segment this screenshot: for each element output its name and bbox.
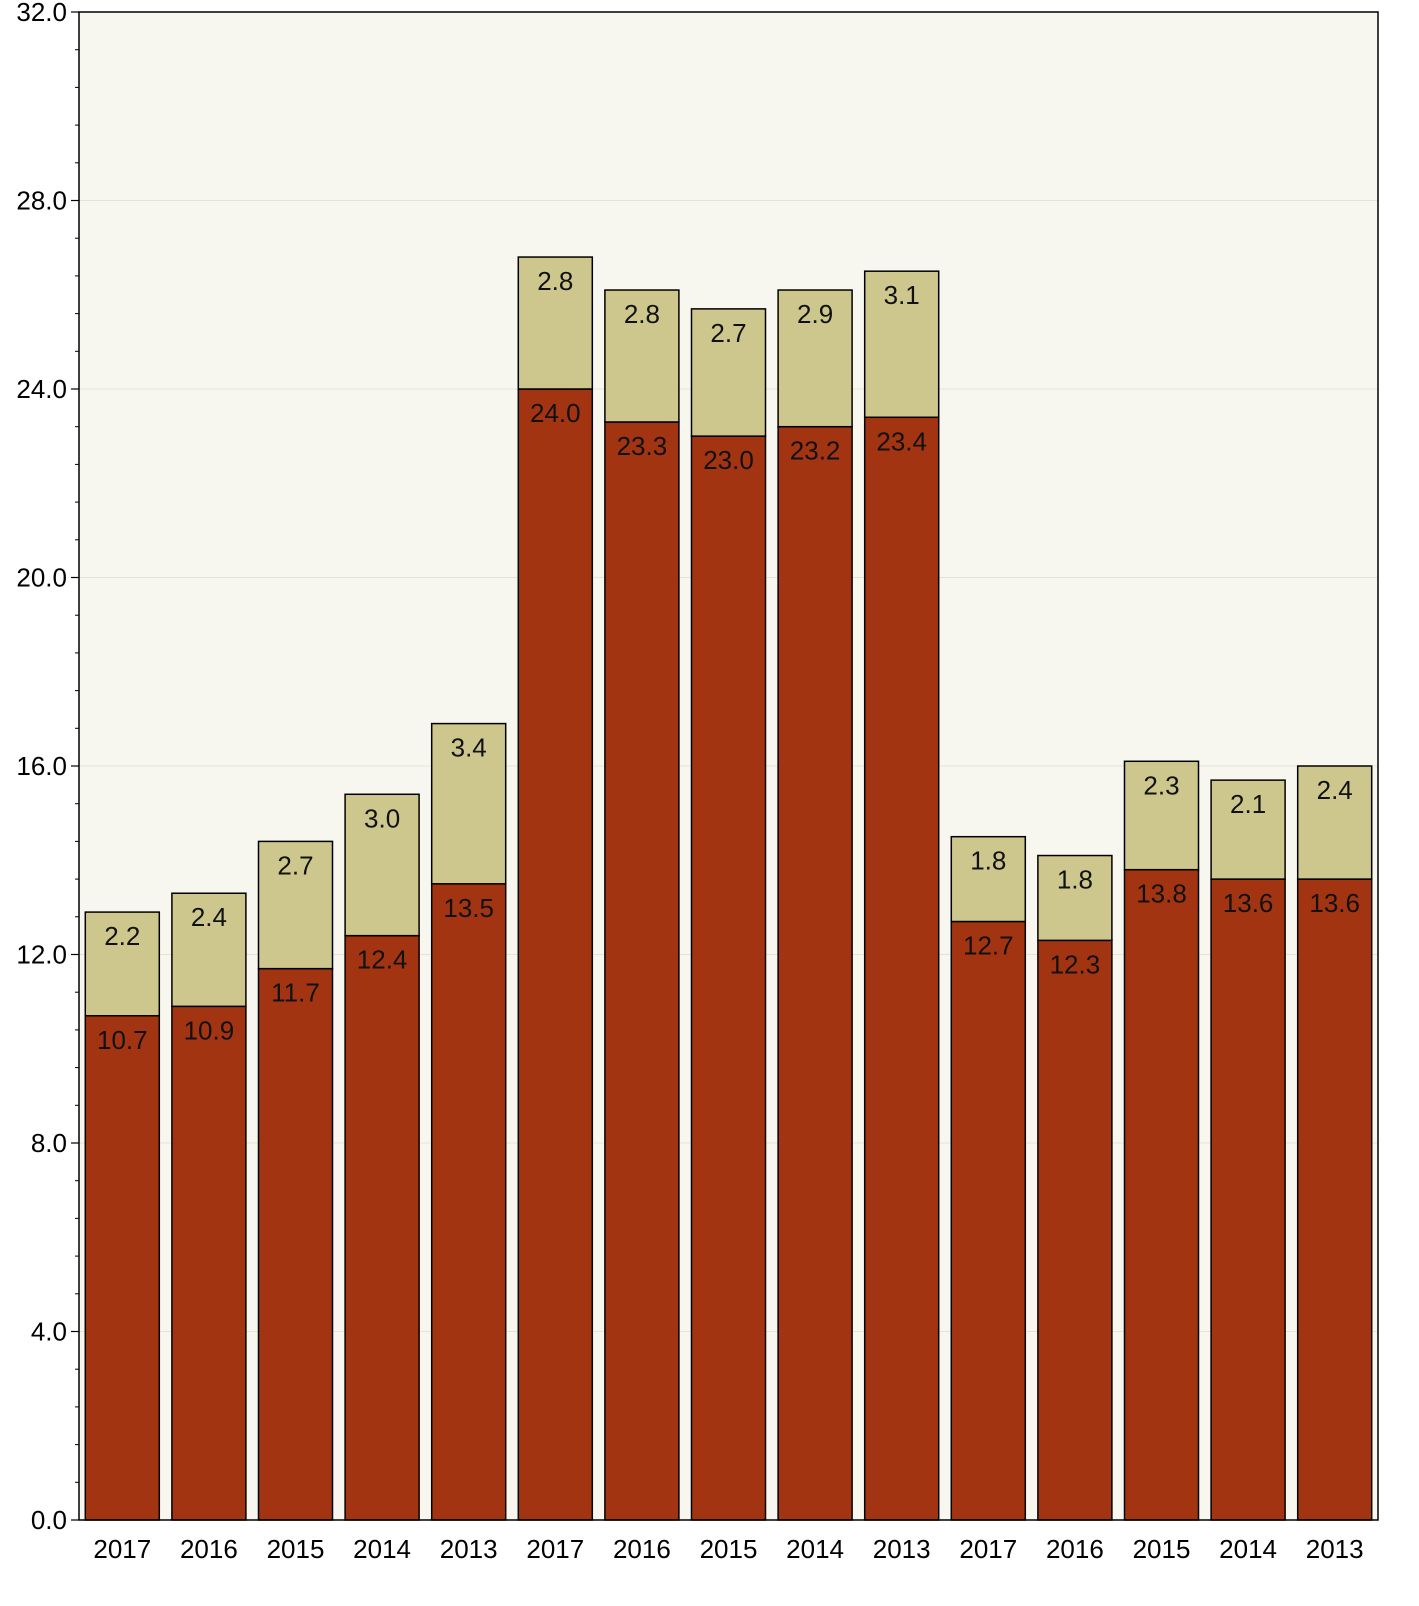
data-label: 2.3 <box>1143 770 1179 800</box>
x-tick-label: 2017 <box>93 1534 151 1564</box>
data-label: 1.8 <box>970 846 1006 876</box>
data-label: 13.6 <box>1223 888 1274 918</box>
x-tick-label: 2014 <box>786 1534 844 1564</box>
bar-segment-lower <box>344 934 420 1521</box>
x-tick-label: 2013 <box>440 1534 498 1564</box>
data-label: 23.2 <box>790 436 841 466</box>
x-tick-label: 2013 <box>873 1534 931 1564</box>
y-tick-label: 12.0 <box>16 940 67 970</box>
bar-segment-upper <box>1210 779 1286 880</box>
data-label: 23.4 <box>876 426 927 456</box>
bar-segment-upper <box>950 835 1027 923</box>
bar-segment-lower <box>1037 939 1113 1521</box>
data-label: 1.8 <box>1057 865 1093 895</box>
bars-group: 10.7 2.2 10.9 2.4 11.7 2.7 12.4 3.0 13.5 3.4 24.0 2… <box>84 256 1373 1521</box>
data-label: 2.2 <box>104 921 140 951</box>
x-tick-label: 2016 <box>613 1534 671 1564</box>
bar-segment-lower <box>1296 878 1373 1521</box>
data-label: 2.7 <box>710 318 746 348</box>
data-label: 2.8 <box>624 299 660 329</box>
data-label: 24.0 <box>530 398 581 428</box>
bar-segment-upper <box>84 911 161 1017</box>
y-tick-label: 24.0 <box>16 374 67 404</box>
bar-segment-upper <box>344 793 420 937</box>
x-tick-label: 2016 <box>1046 1534 1104 1564</box>
data-label: 12.4 <box>357 945 408 975</box>
x-tick-label: 2015 <box>1133 1534 1191 1564</box>
bar-segment-lower <box>690 435 767 1521</box>
y-tick-label: 16.0 <box>16 751 67 781</box>
data-label: 2.4 <box>1317 775 1353 805</box>
bar-segment-upper <box>604 289 680 423</box>
x-tick-label: 2017 <box>526 1534 584 1564</box>
data-label: 23.0 <box>703 445 754 475</box>
bar-segment-upper <box>517 256 594 390</box>
x-tick-label: 2015 <box>267 1534 325 1564</box>
bar-segment-lower <box>777 425 853 1521</box>
y-tick-label: 32.0 <box>16 0 67 27</box>
bar-segment-lower <box>84 1015 161 1521</box>
data-label: 11.7 <box>271 978 320 1008</box>
y-tick-label: 20.0 <box>16 563 67 593</box>
y-tick-label: 4.0 <box>31 1317 67 1347</box>
bar-segment-lower <box>257 967 334 1521</box>
bar-segment-lower <box>171 1005 247 1521</box>
data-label: 2.4 <box>191 902 227 932</box>
bar-segment-lower <box>604 421 680 1521</box>
x-axis: 2017 2016 2015 2014 2013 2017 2016 2015 2014 2013… <box>93 1534 1363 1564</box>
data-label: 3.1 <box>884 280 920 310</box>
x-tick-label: 2017 <box>959 1534 1017 1564</box>
data-label: 12.7 <box>963 931 1014 961</box>
x-tick-label: 2015 <box>700 1534 758 1564</box>
data-label: 13.5 <box>443 893 494 923</box>
data-label: 10.9 <box>184 1015 235 1045</box>
bar-segment-lower <box>950 920 1027 1521</box>
data-label: 12.3 <box>1050 949 1101 979</box>
bar-segment-upper <box>171 892 247 1008</box>
x-tick-label: 2016 <box>180 1534 238 1564</box>
bar-segment-upper <box>257 840 334 970</box>
data-label: 13.8 <box>1136 879 1187 909</box>
bar-segment-upper <box>690 308 767 437</box>
data-label: 10.7 <box>97 1025 148 1055</box>
x-tick-label: 2013 <box>1306 1534 1364 1564</box>
plot-frame <box>78 11 1379 1521</box>
bar-segment-lower <box>863 416 940 1521</box>
bar-segment-upper <box>1296 765 1373 880</box>
x-tick-label: 2014 <box>353 1534 411 1564</box>
bar-segment-upper <box>430 722 507 885</box>
data-label: 3.0 <box>364 803 400 833</box>
data-label: 2.9 <box>797 299 833 329</box>
data-label: 2.8 <box>537 266 573 296</box>
data-label: 3.4 <box>451 733 487 763</box>
data-label: 13.6 <box>1309 888 1360 918</box>
y-tick-label: 28.0 <box>16 186 67 216</box>
bar-segment-upper <box>1123 760 1200 871</box>
y-tick-label: 8.0 <box>31 1128 67 1158</box>
bar-segment-upper <box>777 289 853 428</box>
bar-segment-lower <box>1123 868 1200 1521</box>
x-tick-label: 2014 <box>1219 1534 1277 1564</box>
bar-segment-upper <box>863 270 940 419</box>
bar-segment-lower <box>1210 878 1286 1521</box>
bar-segment-lower <box>517 388 594 1521</box>
bar-segment-lower <box>430 883 507 1521</box>
bar-segment-upper <box>1037 854 1113 942</box>
y-axis: 0.0 4.0 8.0 12.0 16.0 20.0 24.0 28.0 32.0 <box>16 0 79 1535</box>
data-label: 2.1 <box>1230 789 1266 819</box>
data-label: 2.7 <box>277 850 313 880</box>
data-label: 23.3 <box>617 431 668 461</box>
y-tick-label: 0.0 <box>31 1505 67 1535</box>
